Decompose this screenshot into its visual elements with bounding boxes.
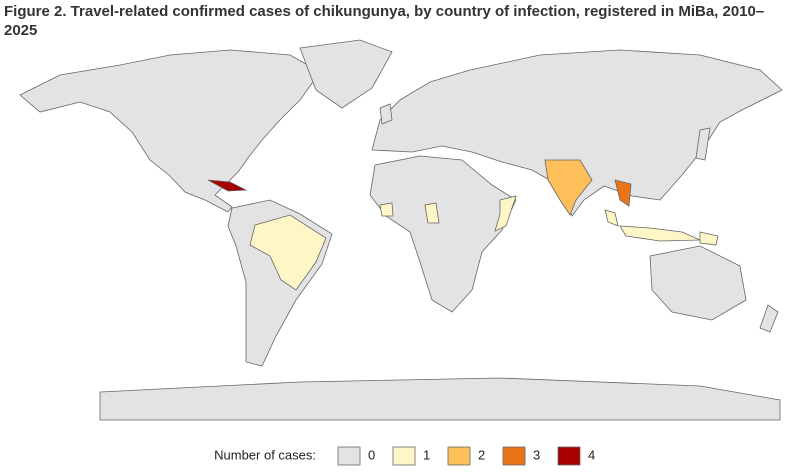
country xyxy=(379,202,394,217)
legend-swatch xyxy=(337,446,361,466)
country xyxy=(699,231,719,246)
africa xyxy=(369,155,517,313)
japan xyxy=(695,127,711,161)
greenland xyxy=(299,39,393,109)
antarctica xyxy=(99,377,781,421)
country xyxy=(544,159,593,216)
uk xyxy=(379,103,393,125)
legend: Number of cases: 0 1 2 3 4 xyxy=(214,446,595,466)
country xyxy=(424,202,440,224)
country xyxy=(249,214,327,291)
map-title: Figure 2. Travel-related confirmed cases… xyxy=(4,3,765,39)
legend-swatch xyxy=(557,446,581,466)
country xyxy=(614,179,632,207)
legend-swatch xyxy=(502,446,526,466)
eurasia xyxy=(371,49,783,217)
australia xyxy=(649,245,747,321)
new-zealand xyxy=(759,304,779,333)
highlighted-countries xyxy=(207,159,719,291)
legend-swatch xyxy=(447,446,471,466)
legend-label: 2 xyxy=(478,447,485,462)
legend-label: 1 xyxy=(423,447,430,462)
legend-label: 0 xyxy=(368,447,375,462)
country xyxy=(619,225,701,242)
country xyxy=(494,195,517,232)
base-map xyxy=(19,39,783,421)
legend-label: 3 xyxy=(533,447,540,462)
country xyxy=(604,209,619,227)
legend-swatch xyxy=(392,446,416,466)
country xyxy=(207,179,248,192)
north-america xyxy=(19,49,321,213)
legend-label: 4 xyxy=(588,447,595,462)
legend-title: Number of cases: xyxy=(214,447,316,462)
